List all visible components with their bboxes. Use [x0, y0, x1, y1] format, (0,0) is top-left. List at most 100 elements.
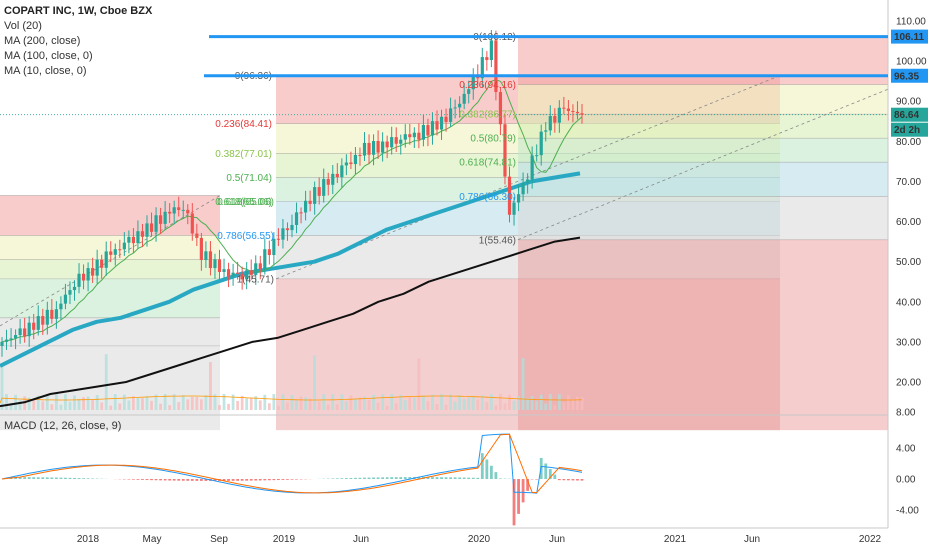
volume-bar — [454, 402, 457, 410]
volume-bar — [526, 398, 529, 410]
volume-bar — [504, 404, 507, 410]
candle-body — [503, 124, 506, 176]
macd-tick-label: 0.00 — [896, 475, 916, 486]
candle-body — [290, 225, 293, 230]
indicator-ma100[interactable]: MA (100, close, 0) — [4, 49, 152, 64]
price-tick-label: 50.00 — [896, 257, 921, 268]
fib2-label-3: 0.5(71.04) — [226, 173, 272, 184]
volume-bar — [408, 396, 411, 410]
indicator-ma200[interactable]: MA (200, close) — [4, 34, 152, 49]
volume-bar — [359, 397, 362, 410]
candle-body — [521, 183, 524, 194]
time-tick-label: Jun — [353, 534, 369, 545]
volume-bar — [69, 402, 72, 410]
macd-hist-bar — [295, 479, 298, 480]
volume-bar — [427, 401, 430, 410]
candle-body — [0, 342, 3, 346]
macd-hist-bar — [404, 477, 407, 479]
volume-bar — [431, 395, 434, 410]
volume-bar — [236, 401, 239, 410]
volume-bar — [268, 403, 271, 410]
time-tick-label: 2020 — [468, 534, 491, 545]
candle-body — [109, 251, 112, 254]
macd-hist-bar — [544, 464, 547, 479]
macd-hist-bar — [78, 478, 81, 479]
volume-bar — [508, 395, 511, 410]
candle-body — [5, 340, 8, 342]
volume-bar — [291, 395, 294, 410]
volume-bar — [558, 394, 561, 410]
candle-body — [145, 223, 148, 236]
candle-body — [64, 295, 67, 304]
candle-body — [318, 187, 321, 196]
fib3-zone-1 — [518, 85, 888, 115]
macd-hist-bar — [227, 479, 230, 481]
volume-bar — [567, 395, 570, 410]
volume-bar — [168, 405, 171, 410]
volume-bar — [445, 405, 448, 410]
candle-body — [526, 179, 529, 183]
volume-bar — [354, 399, 357, 410]
candle-body — [231, 273, 234, 277]
price-axis-label-text: 106.11 — [894, 32, 924, 43]
macd-hist-bar — [522, 479, 525, 502]
volume-bar — [186, 399, 189, 410]
price-axis-label: 2d 2h — [891, 123, 928, 137]
macd-legend[interactable]: MACD (12, 26, close, 9) — [4, 420, 121, 432]
candle-body — [540, 132, 543, 156]
volume-bar — [368, 400, 371, 410]
candle-body — [444, 117, 447, 122]
volume-bar — [549, 394, 552, 410]
volume-bar — [413, 398, 416, 410]
candle-body — [531, 155, 534, 179]
macd-hist-bar — [449, 477, 452, 479]
candle-body — [395, 137, 398, 144]
candle-body — [454, 107, 457, 108]
fib1-label-2: 1(45.71) — [237, 274, 274, 285]
macd-hist-bar — [490, 466, 493, 479]
volume-bar — [78, 399, 81, 410]
candle-body — [295, 212, 298, 225]
volume-bar — [472, 397, 475, 410]
candle-body — [222, 269, 225, 272]
candle-body — [28, 323, 31, 336]
candle-body — [259, 263, 262, 269]
macd-hist-bar — [576, 479, 579, 481]
macd-hist-bar — [282, 479, 285, 480]
volume-bar — [286, 403, 289, 410]
macd-hist-bar — [191, 479, 194, 481]
macd-hist-bar — [241, 479, 244, 481]
fib1-label-1: 0.786(56.55) — [217, 231, 274, 242]
volume-bar — [209, 362, 212, 410]
fib1-zone-3 — [0, 279, 220, 318]
candle-body — [9, 338, 12, 339]
macd-hist-bar — [55, 478, 58, 479]
candle-body — [195, 234, 198, 238]
fib3-zone-2 — [518, 114, 888, 138]
volume-bar — [96, 395, 99, 410]
indicator-ma10[interactable]: MA (10, close, 0) — [4, 64, 152, 79]
macd-hist-bar — [150, 479, 153, 480]
candle-body — [41, 316, 44, 325]
macd-hist-bar — [268, 479, 271, 480]
chart-title: COPART INC, 1W, Cboe BZX — [4, 4, 152, 19]
volume-bar — [182, 395, 185, 410]
volume-bar — [91, 400, 94, 410]
candle-body — [463, 94, 466, 104]
candle-body — [435, 121, 438, 129]
price-tick-label: 40.00 — [896, 297, 921, 308]
price-tick-label: 90.00 — [896, 97, 921, 108]
macd-hist-bar — [186, 479, 189, 481]
volume-bar — [19, 400, 22, 410]
candle-body — [358, 155, 361, 156]
candle-body — [136, 231, 139, 243]
indicator-vol[interactable]: Vol (20) — [4, 19, 152, 34]
volume-bar — [123, 395, 126, 410]
candle-body — [558, 108, 561, 123]
macd-hist-bar — [350, 478, 353, 479]
macd-hist-bar — [390, 477, 393, 479]
time-tick-label: Jun — [549, 534, 565, 545]
macd-hist-bar — [562, 479, 565, 480]
macd-hist-bar — [431, 477, 434, 479]
